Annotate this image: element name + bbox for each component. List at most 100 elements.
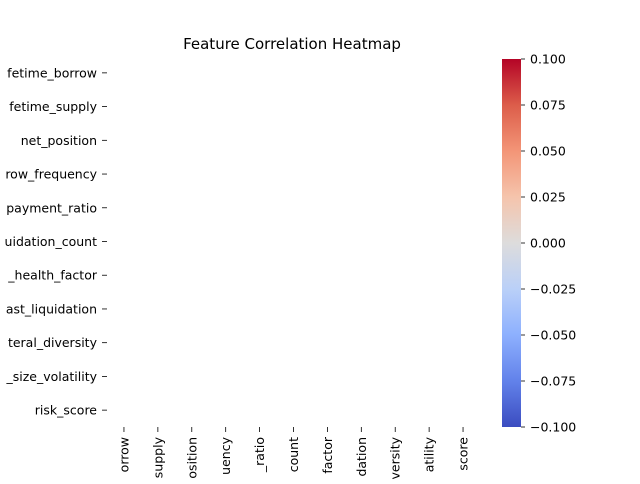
heatmap-cell <box>175 393 209 427</box>
heatmap-cell <box>446 123 480 157</box>
heatmap-cell <box>378 90 412 124</box>
heatmap-cell <box>175 258 209 292</box>
heatmap-cell <box>310 393 344 427</box>
heatmap-cell <box>175 326 209 360</box>
colorbar-tick-label: −0.025 <box>530 282 576 297</box>
heatmap-cell <box>175 225 209 259</box>
colorbar: 0.100 0.075 0.050 0.025 0.000 −0.025 −0.050 −0.… <box>502 52 576 435</box>
heatmap-cell <box>107 123 141 157</box>
heatmap-cell <box>107 191 141 225</box>
heatmap-cell <box>310 258 344 292</box>
heatmap-cell <box>378 56 412 90</box>
heatmap-cell <box>344 90 378 124</box>
heatmap-cell <box>141 157 175 191</box>
row-label: uidation_count <box>5 234 98 249</box>
heatmap-cell <box>141 292 175 326</box>
heatmap-cell <box>141 393 175 427</box>
heatmap-cell <box>310 360 344 394</box>
heatmap-cell <box>107 258 141 292</box>
heatmap-cell <box>277 157 311 191</box>
heatmap-cell <box>344 393 378 427</box>
heatmap-cell <box>141 90 175 124</box>
heatmap-cell <box>243 157 277 191</box>
heatmap-cell <box>310 225 344 259</box>
heatmap-cell <box>107 157 141 191</box>
heatmap-cell <box>446 157 480 191</box>
column-labels: orrow supply osition uency _ratio count factor… <box>116 427 471 480</box>
heatmap-cell <box>378 393 412 427</box>
heatmap-cell <box>277 393 311 427</box>
row-label: payment_ratio <box>6 200 97 215</box>
heatmap-cell <box>344 157 378 191</box>
heatmap-cell <box>310 326 344 360</box>
heatmap-cell <box>277 326 311 360</box>
heatmap-cell <box>310 157 344 191</box>
row-label: _size_volatility <box>5 369 97 384</box>
heatmap-cell <box>107 225 141 259</box>
heatmap-cell <box>141 326 175 360</box>
heatmap-plot-area <box>107 56 480 427</box>
heatmap-cell <box>378 258 412 292</box>
colorbar-tick-label: 0.100 <box>530 52 566 67</box>
column-label: orrow <box>116 437 131 472</box>
heatmap-cell <box>175 360 209 394</box>
heatmap-cell <box>310 191 344 225</box>
heatmap-cell <box>175 292 209 326</box>
heatmap-cell <box>446 393 480 427</box>
heatmap-cell <box>107 393 141 427</box>
column-label: factor <box>320 436 335 473</box>
heatmap-cell <box>412 292 446 326</box>
heatmap-cell <box>141 258 175 292</box>
heatmap-cell <box>277 360 311 394</box>
heatmap-cell <box>209 157 243 191</box>
heatmap-cell <box>209 326 243 360</box>
heatmap-cell <box>243 393 277 427</box>
heatmap-cell <box>412 258 446 292</box>
column-label: versity <box>388 436 403 479</box>
heatmap-cell <box>446 360 480 394</box>
column-label: _ratio <box>252 437 267 473</box>
heatmap-cell <box>412 191 446 225</box>
heatmap-cell <box>243 360 277 394</box>
heatmap-cell <box>107 90 141 124</box>
column-label: uency <box>218 436 233 474</box>
heatmap-cell <box>378 191 412 225</box>
heatmap-cell <box>344 292 378 326</box>
row-label: risk_score <box>35 403 98 418</box>
heatmap-cell <box>141 225 175 259</box>
column-label: count <box>286 437 301 472</box>
heatmap-cell <box>378 225 412 259</box>
heatmap-cell <box>107 360 141 394</box>
heatmap-cell <box>141 360 175 394</box>
heatmap-cell <box>344 258 378 292</box>
heatmap-cell <box>446 56 480 90</box>
heatmap-cell <box>243 56 277 90</box>
heatmap-cell <box>378 326 412 360</box>
heatmap-cell <box>141 123 175 157</box>
heatmap-cell <box>243 123 277 157</box>
heatmap-cell <box>209 258 243 292</box>
heatmap-cell <box>412 157 446 191</box>
row-label: net_position <box>21 133 97 148</box>
heatmap-cell <box>446 90 480 124</box>
colorbar-gradient <box>502 59 521 427</box>
heatmap-cell <box>175 191 209 225</box>
heatmap-cell <box>209 292 243 326</box>
column-label: supply <box>150 436 165 478</box>
heatmap-cell <box>378 292 412 326</box>
heatmap-cell <box>446 326 480 360</box>
colorbar-tick-label: −0.050 <box>530 328 576 343</box>
heatmap-cell <box>344 123 378 157</box>
row-label: fetime_borrow <box>7 65 97 80</box>
chart-title: Feature Correlation Heatmap <box>183 35 401 53</box>
heatmap-cell <box>243 292 277 326</box>
heatmap-cell <box>141 56 175 90</box>
heatmap-cell <box>209 393 243 427</box>
heatmap-cell <box>277 123 311 157</box>
heatmap-cell <box>378 360 412 394</box>
heatmap-cell <box>141 191 175 225</box>
heatmap-cell <box>310 56 344 90</box>
heatmap-cell <box>412 360 446 394</box>
heatmap-cell <box>175 56 209 90</box>
